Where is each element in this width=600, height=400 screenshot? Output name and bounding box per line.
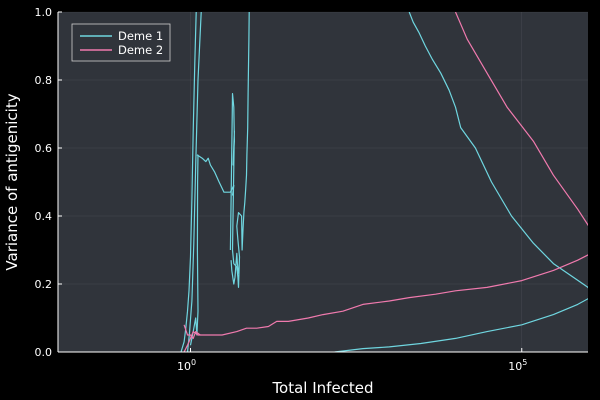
y-tick-label: 1.0 [35, 6, 53, 19]
legend-box [71, 23, 171, 62]
y-tick-label: 0.2 [35, 278, 53, 291]
series-line-1 [229, 12, 250, 288]
axes [57, 11, 588, 353]
y-tick-label: 0.0 [35, 346, 53, 359]
series-line-1 [180, 12, 197, 352]
legend-label: Deme 2 [118, 43, 163, 57]
x-axis-label: Total Infected [271, 379, 373, 397]
series-line-1 [189, 154, 199, 346]
series-line-1 [230, 252, 240, 285]
y-tick-label: 0.8 [35, 74, 53, 87]
series-line-1 [334, 12, 588, 352]
x-tick-base: 10 [508, 360, 522, 373]
plot-area [58, 12, 588, 352]
x-tick-label: 105 [508, 358, 527, 373]
series-line-2 [183, 12, 588, 352]
series-layer [180, 12, 588, 352]
x-tick-base: 10 [177, 360, 191, 373]
legend-label: Deme 1 [118, 29, 163, 43]
x-tick-exponent: 5 [522, 358, 527, 367]
y-tick-label: 0.4 [35, 210, 53, 223]
series-line-2 [183, 324, 201, 339]
x-tick-exponent: 0 [191, 358, 196, 367]
series-2 [183, 12, 588, 352]
y-tick-label: 0.6 [35, 142, 53, 155]
x-tick-label: 100 [177, 358, 196, 373]
y-axis-label: Variance of antigenicity [3, 93, 21, 270]
